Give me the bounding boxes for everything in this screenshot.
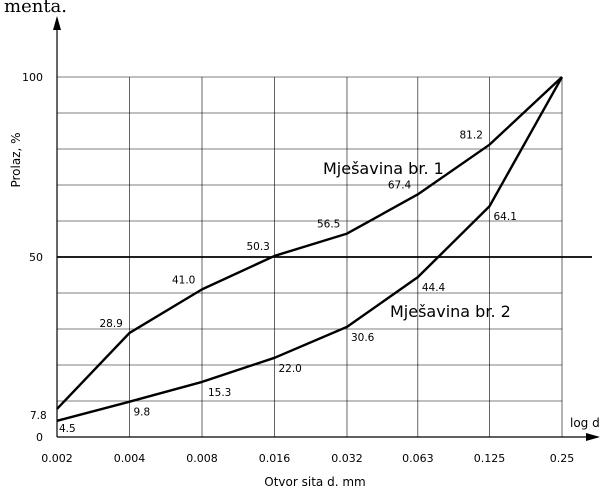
x-axis-end-label: log d [570,416,600,430]
data-label-series-1: 7.8 [30,410,47,422]
data-label-series-2: 22.0 [278,363,301,375]
data-label-series-2: 64.1 [494,211,517,223]
data-label-series-1: 67.4 [388,179,412,191]
x-tick-label: 0.008 [186,452,218,465]
caption-fragment: menta. [4,0,67,17]
y-axis-title: Prolaz, % [9,132,23,187]
series-lines [56,76,564,422]
x-tick-label: 0.032 [331,452,363,465]
x-axis-arrow [586,433,600,441]
y-tick-label: 50 [29,251,43,264]
data-label-series-2: 9.8 [133,407,150,419]
data-label-series-1: 81.2 [460,130,483,142]
data-label-series-2: 30.6 [351,332,375,344]
series-line-1 [56,76,563,410]
grid [57,76,592,437]
x-tick-label: 0.125 [474,452,506,465]
series-name-1: Mješavina br. 1 [323,159,444,178]
axes [53,16,600,441]
data-label-series-1: 56.5 [317,219,340,231]
x-axis-title: Otvor sita d. mm [264,475,365,488]
data-label-series-1: 50.3 [246,241,269,253]
y-tick-label: 0 [36,431,43,444]
x-tick-label: 0.063 [402,452,434,465]
data-label-series-2: 15.3 [208,387,231,399]
series-name-2: Mješavina br. 2 [390,302,511,321]
y-tick-label: 100 [22,71,43,84]
data-label-series-1: 28.9 [99,318,122,330]
tick-labels: 0.002 0.004 0.008 0.016 0.032 0.063 0.125 0.25 0… [22,71,574,465]
data-label-series-1: 41.0 [172,274,195,286]
x-tick-label: 0.016 [259,452,291,465]
series-line-2 [56,76,564,422]
x-tick-label: 0.25 [550,452,575,465]
y-axis-arrow [53,16,61,30]
data-label-series-2: 4.5 [59,423,76,435]
data-labels: 7.8 28.9 41.0 50.3 56.5 67.4 81.2 4.5 9.8 15.3 22.… [30,130,517,435]
data-label-series-2: 44.4 [422,282,446,294]
x-tick-label: 0.002 [41,452,73,465]
x-tick-label: 0.004 [114,452,146,465]
